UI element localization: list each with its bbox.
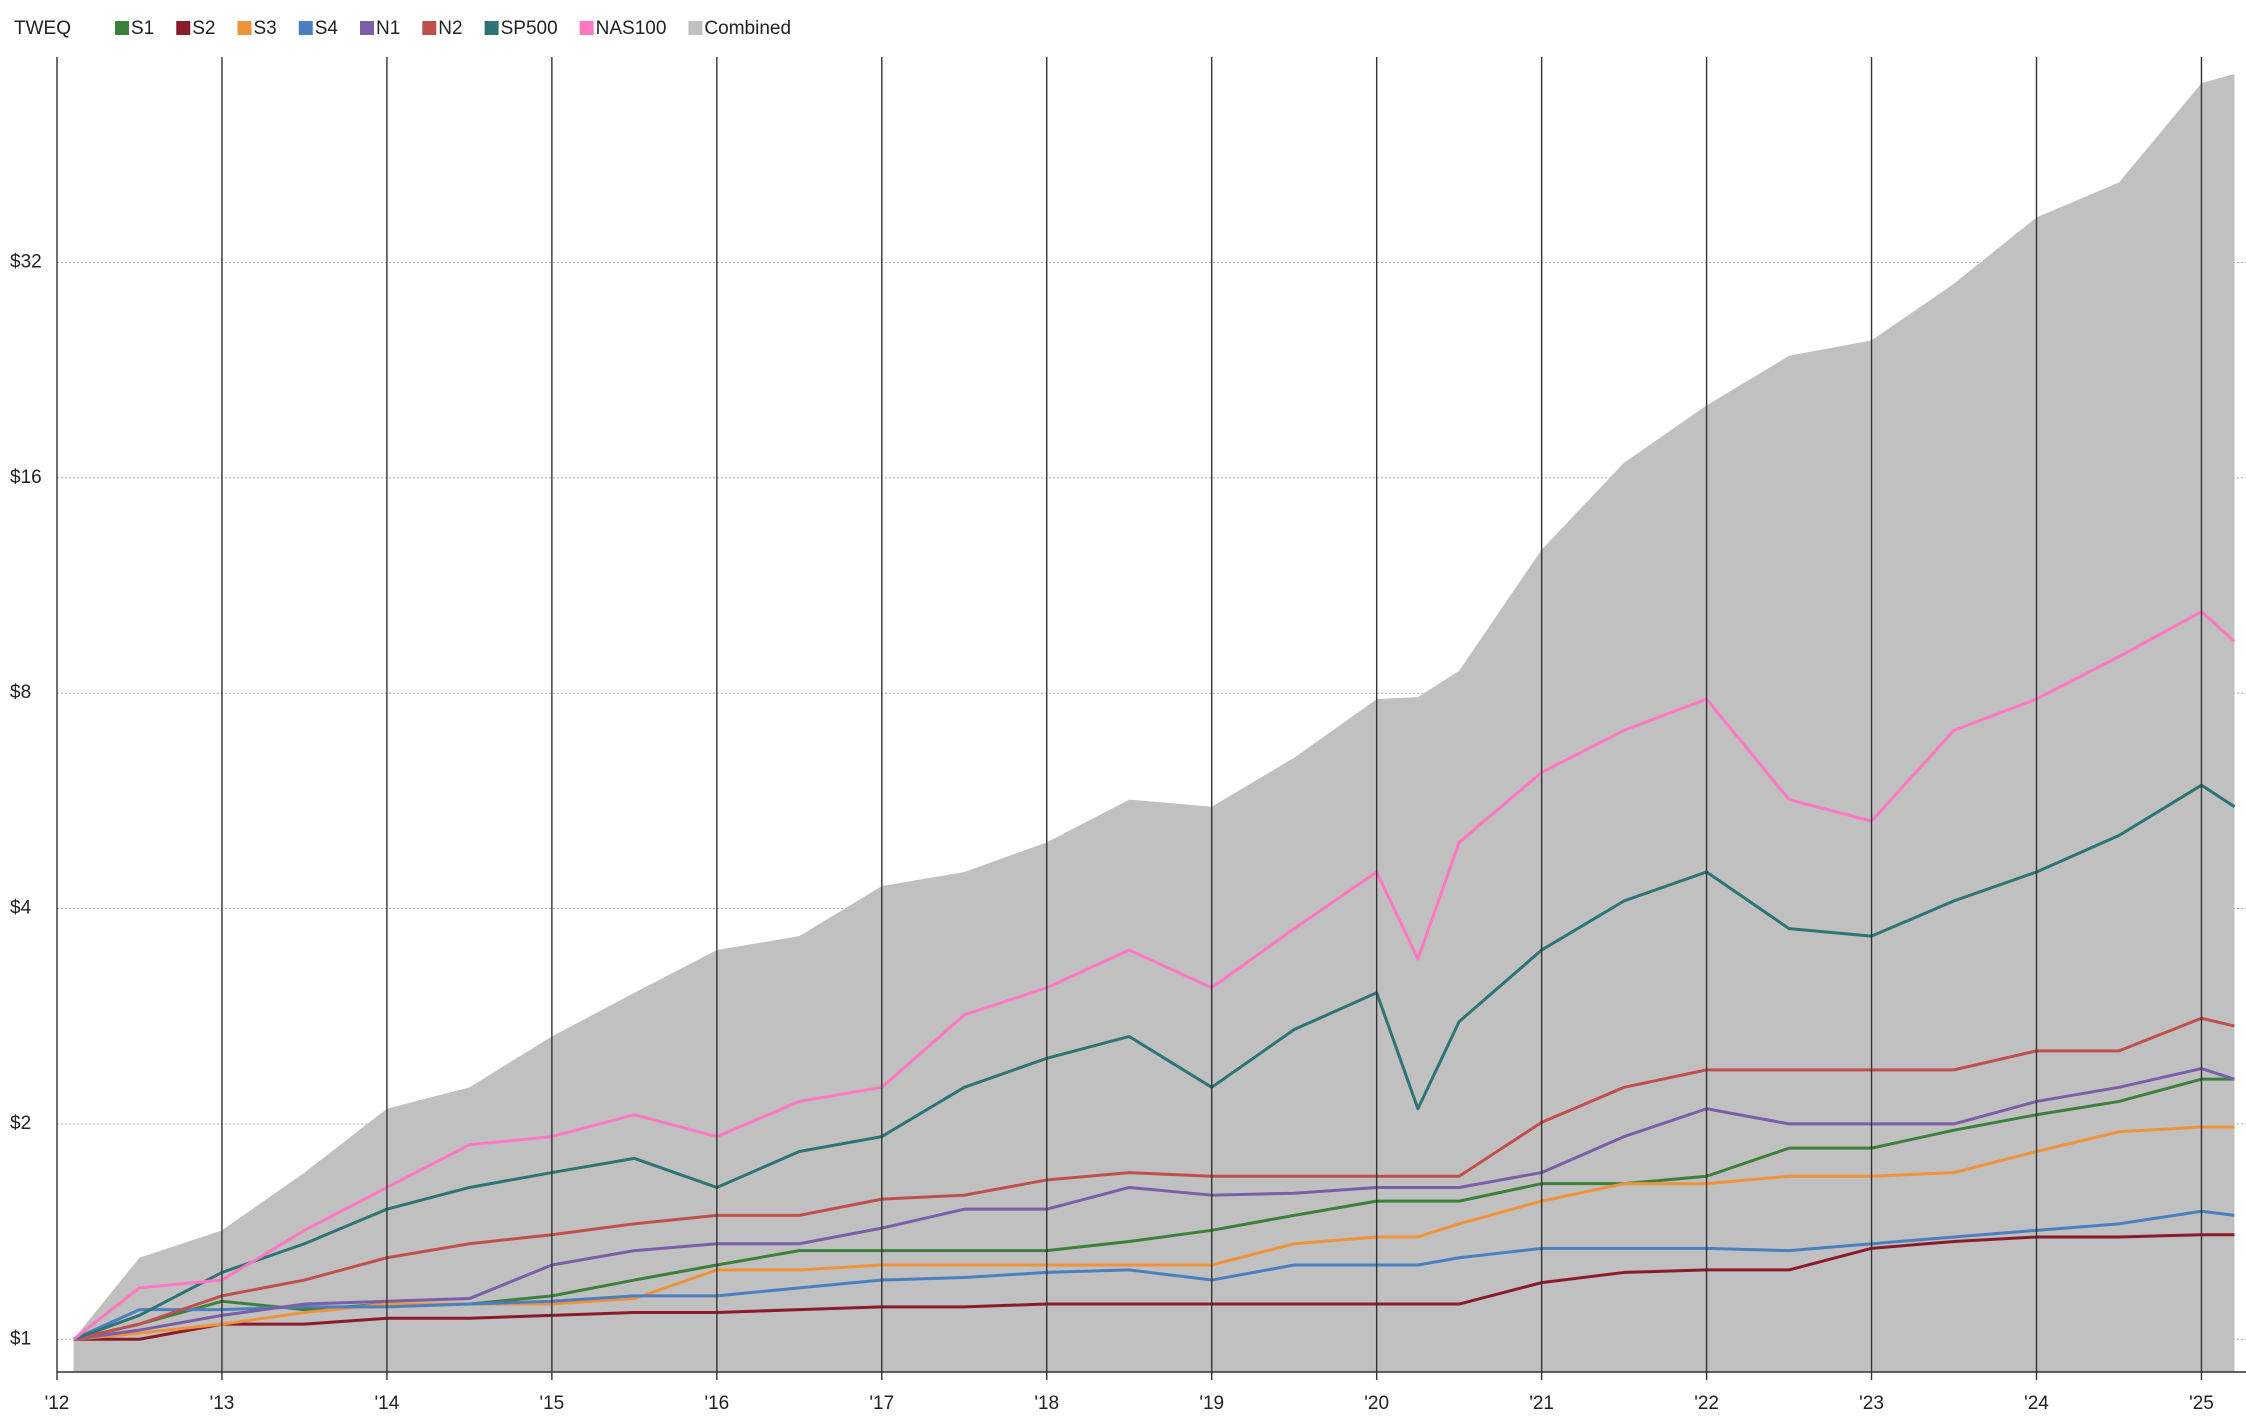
x-tick-label: '13 — [210, 1393, 235, 1414]
area — [73, 73, 2235, 1372]
x-tick-label: '12 — [45, 1393, 70, 1414]
legend-label: S4 — [315, 18, 339, 39]
x-tick-label: '22 — [1694, 1393, 1719, 1414]
legend-swatch — [176, 21, 191, 35]
legend-swatch — [422, 21, 437, 35]
x-tick-label: '23 — [1859, 1393, 1884, 1414]
x-tick-label: '16 — [704, 1393, 729, 1414]
legend-label: SP500 — [501, 18, 558, 39]
x-tick-label: '15 — [539, 1393, 564, 1414]
y-tick-label: $32 — [10, 252, 42, 273]
y-tick-label: $8 — [10, 682, 31, 703]
x-tick-label: '14 — [375, 1393, 400, 1414]
legend-label: Combined — [704, 18, 791, 39]
legend-swatch — [484, 21, 499, 35]
legend-swatch — [579, 21, 594, 35]
data-layer — [72, 73, 2236, 1372]
legend-label: S2 — [192, 18, 215, 39]
x-tick-label: '25 — [2189, 1393, 2214, 1414]
y-tick-label: $1 — [10, 1328, 31, 1349]
x-tick-label: '18 — [1034, 1393, 1059, 1414]
legend-swatch — [688, 21, 703, 35]
x-tick-label: '19 — [1199, 1393, 1224, 1414]
legend-label: N2 — [438, 18, 462, 39]
x-tick-label: '20 — [1364, 1393, 1389, 1414]
legend-label: NAS100 — [596, 18, 667, 39]
y-tick-label: $2 — [10, 1113, 31, 1134]
x-tick-label: '21 — [1529, 1393, 1554, 1414]
legend-swatch — [298, 21, 313, 35]
legend-label: S3 — [254, 18, 277, 39]
legend-swatch — [237, 21, 252, 35]
legend-swatch — [360, 21, 374, 35]
y-tick-label: $4 — [10, 898, 32, 919]
x-tick-label: '17 — [869, 1393, 894, 1414]
legend-swatch — [115, 21, 129, 35]
axis-layer: $1 $2 $4 $8 $16 $32 '12 '13 '14 '15 '16 '17 '18 '19 '2… — [10, 57, 2246, 1414]
y-tick-label: $16 — [10, 467, 42, 488]
chart-title: TWEQ — [14, 18, 71, 39]
x-tick-label: '24 — [2024, 1393, 2049, 1414]
legend-label: S1 — [131, 18, 154, 39]
legend-label: N1 — [376, 18, 400, 39]
